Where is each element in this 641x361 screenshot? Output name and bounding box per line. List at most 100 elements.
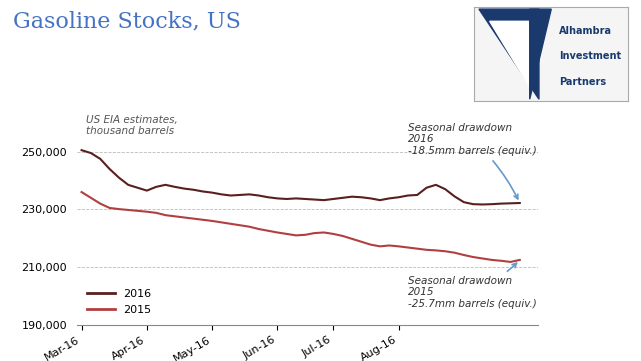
2016	[106, 167, 113, 171]
2015	[78, 190, 85, 194]
2015	[506, 260, 514, 264]
2015	[385, 243, 393, 248]
2015	[516, 258, 524, 262]
Text: Partners: Partners	[559, 77, 606, 87]
2016	[87, 151, 95, 155]
2016	[479, 202, 487, 206]
2016	[311, 197, 319, 202]
2015	[283, 232, 290, 236]
Text: Investment: Investment	[559, 51, 621, 61]
2016	[358, 195, 365, 199]
2015	[124, 208, 132, 212]
2015	[217, 220, 225, 225]
2016	[451, 194, 458, 199]
2016	[180, 186, 188, 191]
2015	[180, 215, 188, 219]
2016	[442, 187, 449, 191]
2016	[78, 148, 85, 152]
2016	[115, 175, 122, 180]
2016	[404, 193, 412, 198]
2016	[190, 188, 197, 192]
2016	[506, 201, 514, 205]
2015	[153, 211, 160, 215]
Text: Seasonal drawdown
2015
-25.7mm barrels (equiv.): Seasonal drawdown 2015 -25.7mm barrels (…	[408, 263, 537, 309]
2015	[87, 196, 95, 200]
Legend: 2016, 2015: 2016, 2015	[83, 285, 156, 319]
Polygon shape	[490, 21, 529, 87]
2015	[348, 237, 356, 241]
2015	[311, 231, 319, 235]
2015	[96, 201, 104, 206]
2016	[124, 183, 132, 187]
2016	[367, 196, 374, 201]
2015	[479, 256, 487, 261]
2016	[96, 157, 104, 161]
2015	[237, 223, 244, 227]
2015	[488, 258, 495, 262]
Text: Seasonal drawdown
2016
-18.5mm barrels (equiv.): Seasonal drawdown 2016 -18.5mm barrels (…	[408, 123, 537, 199]
2016	[217, 192, 225, 196]
2016	[432, 183, 440, 187]
2015	[134, 209, 142, 213]
2016	[320, 198, 328, 202]
2016	[274, 196, 281, 201]
2016	[348, 195, 356, 199]
2015	[227, 222, 235, 226]
2016	[264, 195, 272, 199]
2016	[460, 200, 468, 204]
2016	[237, 193, 244, 197]
2016	[246, 192, 253, 196]
2015	[376, 244, 384, 248]
Text: US EIA estimates,
thousand barrels: US EIA estimates, thousand barrels	[86, 115, 178, 136]
Text: Gasoline Stocks, US: Gasoline Stocks, US	[13, 11, 240, 33]
2015	[190, 217, 197, 221]
2016	[422, 186, 430, 190]
2016	[469, 202, 477, 206]
2015	[497, 258, 505, 263]
2015	[367, 243, 374, 247]
2015	[208, 219, 216, 223]
2016	[199, 189, 206, 193]
Polygon shape	[479, 9, 539, 99]
2015	[292, 233, 300, 238]
2016	[376, 198, 384, 202]
2015	[451, 251, 458, 255]
2015	[274, 230, 281, 235]
2016	[134, 186, 142, 190]
2015	[171, 214, 179, 218]
2016	[395, 195, 403, 199]
2015	[115, 207, 122, 211]
2016	[143, 188, 151, 193]
2016	[171, 185, 179, 189]
Polygon shape	[529, 9, 551, 99]
2015	[329, 232, 337, 236]
2015	[422, 248, 430, 252]
2015	[106, 206, 113, 210]
2015	[395, 244, 403, 248]
2016	[488, 202, 495, 206]
2016	[255, 193, 263, 198]
Line: 2016: 2016	[81, 150, 520, 204]
2015	[301, 232, 309, 237]
2015	[246, 225, 253, 229]
2016	[162, 183, 169, 187]
2015	[162, 213, 169, 217]
2016	[227, 193, 235, 198]
2016	[283, 197, 290, 201]
2015	[339, 234, 347, 238]
2015	[358, 240, 365, 244]
2016	[153, 185, 160, 189]
2015	[460, 253, 468, 257]
2016	[516, 201, 524, 205]
2015	[264, 229, 272, 233]
2016	[497, 201, 505, 206]
2016	[339, 196, 347, 200]
2015	[432, 248, 440, 253]
2016	[301, 197, 309, 201]
2015	[404, 245, 412, 250]
2016	[208, 191, 216, 195]
2015	[469, 255, 477, 259]
2016	[413, 193, 421, 197]
2015	[255, 227, 263, 231]
2016	[385, 196, 393, 201]
